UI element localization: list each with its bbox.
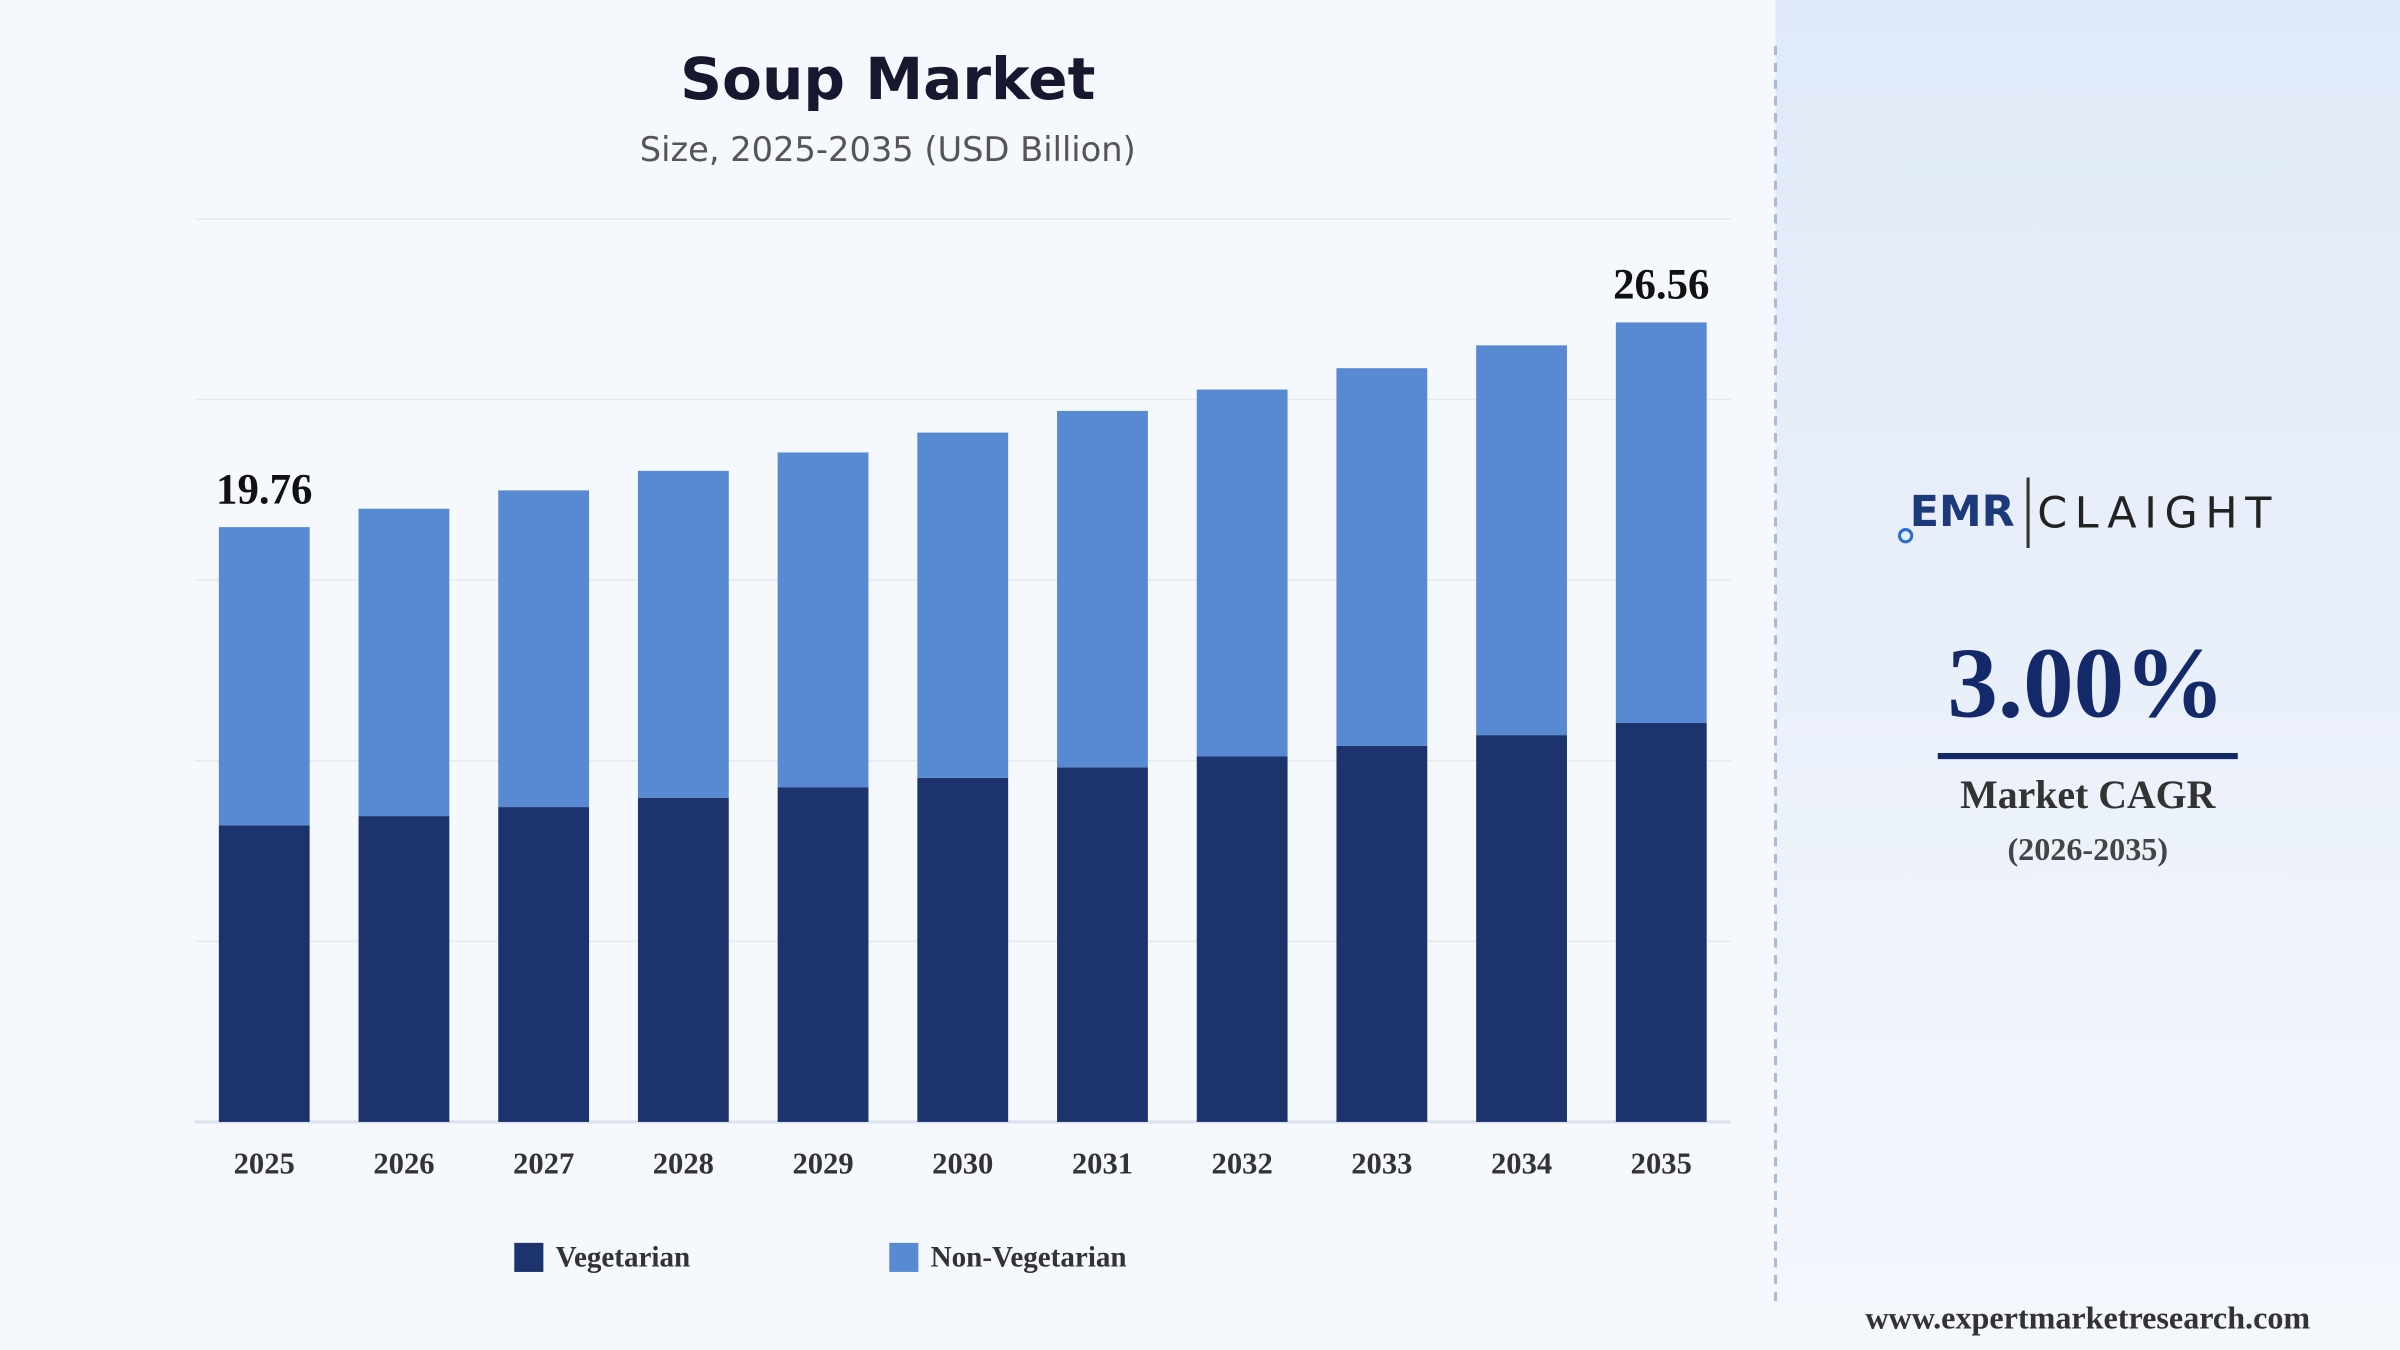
bar-segment <box>917 432 1009 778</box>
x-tick-label: 2026 <box>373 1146 434 1180</box>
cagr-label: Market CAGR <box>1960 773 2216 817</box>
bar-segment <box>777 787 869 1122</box>
bar-segment <box>637 797 729 1122</box>
bar-segment <box>1336 368 1428 746</box>
bar-segment <box>1615 322 1707 723</box>
footer-url: www.expertmarketresearch.com <box>1865 1299 2310 1335</box>
chart-subtitle: Size, 2025-2035 (USD Billion) <box>640 130 1136 169</box>
legend-swatch <box>514 1242 544 1272</box>
legend-label: Non-Vegetarian <box>931 1241 1127 1273</box>
x-tick-label: 2027 <box>513 1146 574 1180</box>
x-tick-label: 2035 <box>1631 1146 1692 1180</box>
x-tick-label: 2030 <box>932 1146 993 1180</box>
bar-segment <box>777 452 869 788</box>
x-tick-label: 2031 <box>1072 1146 1133 1180</box>
bar-segment <box>358 508 450 817</box>
total-label: 19.76 <box>216 466 312 513</box>
total-label: 26.56 <box>1613 262 1709 309</box>
x-tick-label: 2029 <box>792 1146 853 1180</box>
bar-segment <box>218 825 310 1122</box>
x-tick-label: 2025 <box>234 1146 295 1180</box>
cagr-value: 3.00% <box>1947 627 2225 739</box>
cagr-period: (2026-2035) <box>2007 831 2168 867</box>
bar-segment <box>637 470 729 798</box>
bar-segment <box>1615 722 1707 1122</box>
bar-segment <box>1196 389 1288 757</box>
logo-right: CLAIGHT <box>2037 488 2279 538</box>
chart-title: Soup Market <box>680 45 1095 113</box>
legend-label: Vegetarian <box>556 1241 691 1273</box>
bar-segment <box>1057 410 1148 768</box>
bar-segment <box>498 490 590 808</box>
bar-segment <box>498 807 590 1122</box>
legend-swatch <box>889 1242 919 1272</box>
bar-segment <box>1196 756 1288 1122</box>
bar-segment <box>1476 735 1567 1122</box>
bar-segment <box>358 816 450 1122</box>
x-tick-label: 2033 <box>1351 1146 1412 1180</box>
x-tick-label: 2028 <box>653 1146 714 1180</box>
plot: 2025 2026 2027 2028 2029 2030 2031 2032 2033 2034… <box>194 218 1732 1273</box>
bar-segment <box>218 527 310 826</box>
logo-dot <box>1897 528 1914 544</box>
x-tick-label: 2034 <box>1491 1146 1552 1180</box>
x-tick-label: 2032 <box>1212 1146 1273 1180</box>
bar-segment <box>917 777 1009 1122</box>
bar-segment <box>1336 745 1428 1122</box>
side-panel <box>1775 0 2400 1350</box>
logo-left: EMR <box>1910 487 2015 537</box>
bar-segment <box>1476 345 1567 736</box>
bar-segment <box>1057 767 1148 1122</box>
